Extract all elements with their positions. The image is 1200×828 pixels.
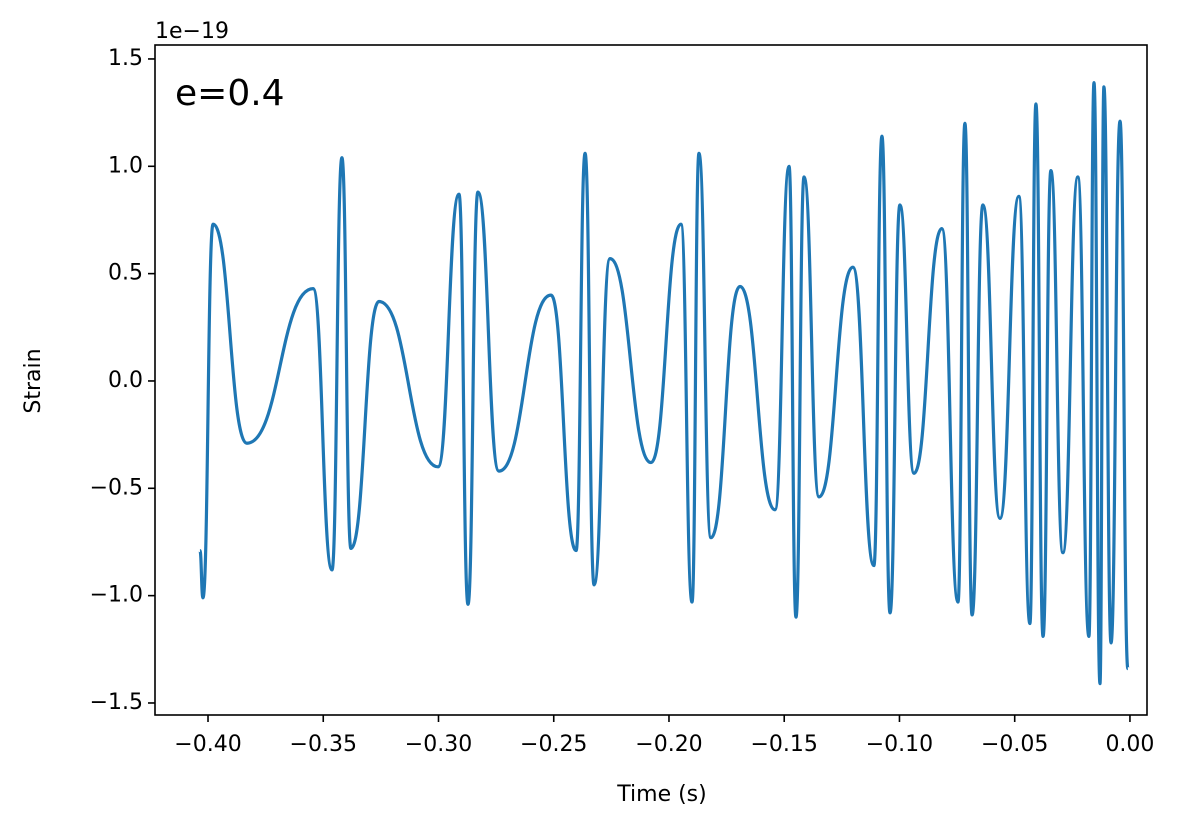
y-tick-label: −1.5 <box>90 690 143 715</box>
offset-text: 1e−19 <box>155 19 229 44</box>
x-tick-label: 0.00 <box>1105 732 1154 757</box>
annotation: e=0.4 <box>175 73 285 114</box>
y-tick-label: 0.0 <box>108 368 143 393</box>
x-tick-label: −0.40 <box>174 732 241 757</box>
x-tick-label: −0.35 <box>290 732 357 757</box>
x-tick-label: −0.30 <box>405 732 472 757</box>
line-series <box>198 80 1130 686</box>
x-axis-label: Time (s) <box>616 782 706 807</box>
y-tick-label: 0.5 <box>108 261 143 286</box>
x-tick-label: −0.05 <box>981 732 1048 757</box>
axes-frame <box>154 44 1148 716</box>
y-axis-label: Strain <box>21 348 46 413</box>
y-tick-label: 1.0 <box>108 153 143 178</box>
y-tick-label: −1.0 <box>90 583 143 608</box>
x-tick-label: −0.15 <box>751 732 818 757</box>
y-tick-label: −0.5 <box>90 475 143 500</box>
y-tick-label: 1.5 <box>108 46 143 71</box>
x-tick-label: −0.25 <box>520 732 587 757</box>
x-tick-label: −0.10 <box>866 732 933 757</box>
x-tick-label: −0.20 <box>635 732 702 757</box>
